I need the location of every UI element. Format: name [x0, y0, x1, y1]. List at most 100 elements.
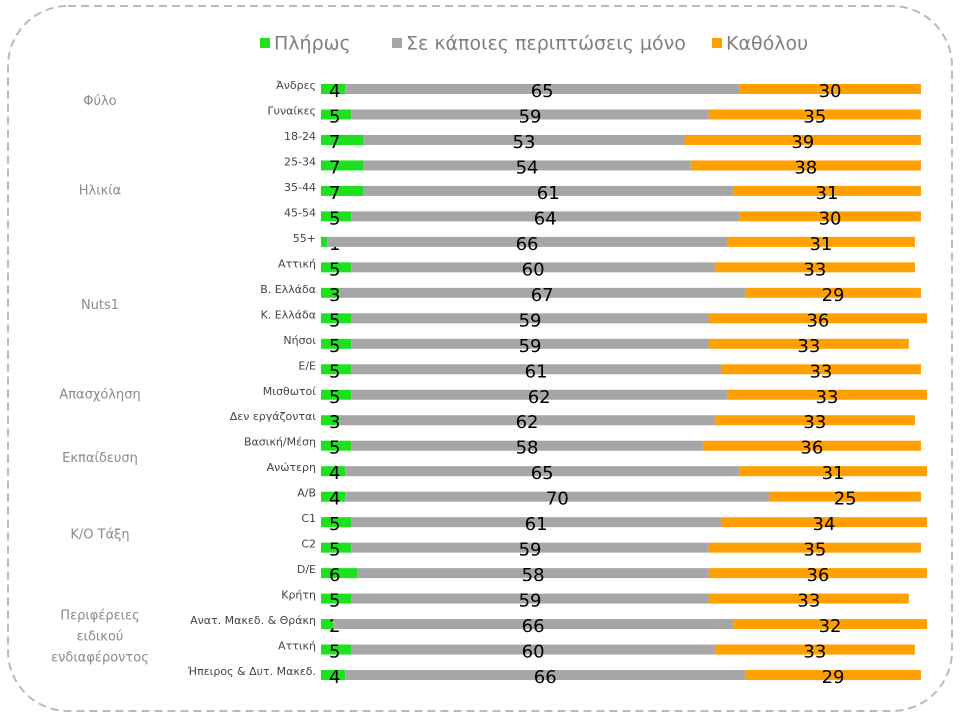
bar-segment: [321, 287, 340, 298]
category-label: Α/Β: [297, 487, 316, 500]
data-label: 30: [819, 208, 842, 229]
group-label: ενδιαφέροντος: [51, 650, 149, 665]
category-label: Ήπειρος & Δυτ. Μακεδ.: [186, 665, 316, 678]
group-label: Απασχόληση: [59, 387, 140, 402]
bar-segment: [321, 542, 352, 553]
category-label: 18-24: [284, 130, 316, 143]
data-label: 33: [809, 361, 832, 382]
bar-segment: [321, 109, 352, 120]
bar-segment: [708, 338, 909, 349]
bar-segment: [363, 160, 691, 171]
bar-segment: [351, 313, 709, 324]
bar-segment: [321, 160, 364, 171]
data-label: 31: [822, 463, 845, 484]
bar-segment: [714, 644, 915, 655]
category-label: Κρήτη: [281, 589, 316, 602]
data-label: 62: [516, 412, 539, 433]
bar-segment: [714, 415, 915, 426]
data-label: 36: [806, 310, 829, 331]
data-label: 70: [546, 489, 569, 510]
category-label: C1: [301, 512, 316, 525]
frame: [7, 5, 953, 712]
bar-segment: [690, 160, 921, 171]
bar-segment: [333, 619, 734, 630]
bar-segment: [745, 287, 921, 298]
bar-segment: [321, 364, 352, 375]
data-label: 5: [329, 591, 340, 612]
bar-segment: [321, 211, 352, 222]
category-label: Βασική/Μέση: [244, 436, 316, 449]
data-label: 33: [816, 387, 839, 408]
data-label: 5: [329, 514, 340, 535]
data-label: 4: [329, 81, 340, 102]
data-label: 5: [329, 540, 340, 561]
bar-segment: [345, 491, 770, 502]
bar-segment: [321, 619, 334, 630]
category-label: Μισθωτοί: [263, 385, 316, 398]
bar-segment: [321, 338, 352, 349]
data-label: 59: [519, 591, 542, 612]
category-label: 35-44: [284, 181, 316, 194]
data-label: 39: [791, 132, 814, 153]
data-label: 62: [528, 387, 551, 408]
bar-segment: [321, 593, 352, 604]
data-label: 59: [519, 336, 542, 357]
data-label: 54: [516, 157, 539, 178]
bar-segment: [769, 491, 921, 502]
data-label: 4: [329, 463, 340, 484]
data-label: 5: [329, 259, 340, 280]
group-label: Ηλικία: [79, 183, 122, 198]
group-label: Κ/Ο Τάξη: [70, 527, 129, 542]
bar-segment: [321, 84, 346, 94]
category-label: 25-34: [284, 155, 316, 168]
data-label: 5: [329, 336, 340, 357]
bar-segment: [351, 440, 703, 451]
bar-segment: [321, 134, 364, 145]
bar-segment: [720, 364, 921, 375]
group-label: Περιφέρειες: [60, 608, 139, 623]
data-label: 31: [809, 234, 832, 255]
bar-segment: [708, 109, 921, 120]
data-label: 60: [522, 642, 545, 663]
bar-segment: [351, 542, 709, 553]
data-label: 33: [797, 591, 820, 612]
data-label: 64: [534, 208, 557, 229]
data-label: 61: [537, 183, 560, 204]
bar-segment: [321, 670, 346, 681]
bar-segment: [351, 389, 728, 400]
legend-swatch: [712, 38, 722, 48]
category-label: Αττική: [278, 640, 316, 653]
data-label: 58: [516, 438, 539, 459]
category-label: 55+: [293, 232, 316, 245]
data-label: 65: [531, 463, 554, 484]
group-label: Nuts1: [81, 298, 119, 313]
bar-segment: [321, 440, 352, 451]
data-label: 31: [816, 183, 839, 204]
data-label: 61: [525, 514, 548, 535]
bar-segment: [739, 466, 927, 477]
bar-segment: [339, 415, 715, 426]
data-label: 4: [329, 667, 340, 688]
bar-segment: [321, 185, 364, 196]
data-label: 33: [803, 412, 826, 433]
category-label: Ανατ. Μακεδ. & Θράκη: [190, 614, 316, 627]
bar-segment: [345, 670, 746, 681]
data-label: 5: [329, 106, 340, 127]
data-label: 33: [803, 642, 826, 663]
category-label: Γυναίκες: [268, 104, 317, 117]
category-label: Ανώτερη: [267, 461, 316, 474]
category-label: Κ. Ελλάδα: [261, 308, 316, 321]
data-label: 34: [813, 514, 836, 535]
bar-segment: [684, 134, 921, 145]
bar-segment: [720, 517, 927, 528]
data-label: 67: [531, 285, 554, 306]
bar-segment: [702, 440, 921, 451]
bar-segment: [321, 313, 352, 324]
category-label: C2: [301, 538, 316, 551]
bar-segment: [351, 338, 709, 349]
bar-segment: [321, 466, 346, 477]
category-label: Νήσοι: [283, 334, 316, 347]
group-label: ειδικού: [77, 629, 124, 644]
data-label: 53: [513, 132, 536, 153]
